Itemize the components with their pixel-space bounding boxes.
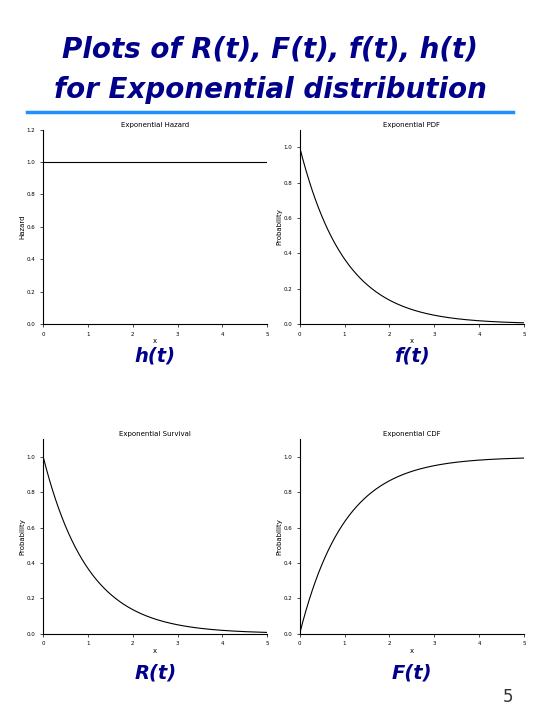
Y-axis label: Probability: Probability [276,208,282,246]
X-axis label: x: x [153,647,157,654]
Text: F(t): F(t) [392,664,432,683]
Text: f(t): f(t) [394,347,429,366]
X-axis label: x: x [410,647,414,654]
X-axis label: x: x [410,338,414,344]
Text: h(t): h(t) [135,347,176,366]
Text: R(t): R(t) [134,664,177,683]
Text: Plots of R(t), F(t), f(t), h(t): Plots of R(t), F(t), f(t), h(t) [62,37,478,64]
Text: for Exponential distribution: for Exponential distribution [53,76,487,104]
Title: Exponential Survival: Exponential Survival [119,431,191,438]
Text: 5: 5 [503,688,513,706]
Y-axis label: Probability: Probability [19,518,25,555]
Title: Exponential PDF: Exponential PDF [383,122,440,128]
Title: Exponential CDF: Exponential CDF [383,431,441,438]
Y-axis label: Hazard: Hazard [19,215,25,239]
X-axis label: x: x [153,338,157,344]
Y-axis label: Probability: Probability [276,518,282,555]
Title: Exponential Hazard: Exponential Hazard [121,122,190,128]
